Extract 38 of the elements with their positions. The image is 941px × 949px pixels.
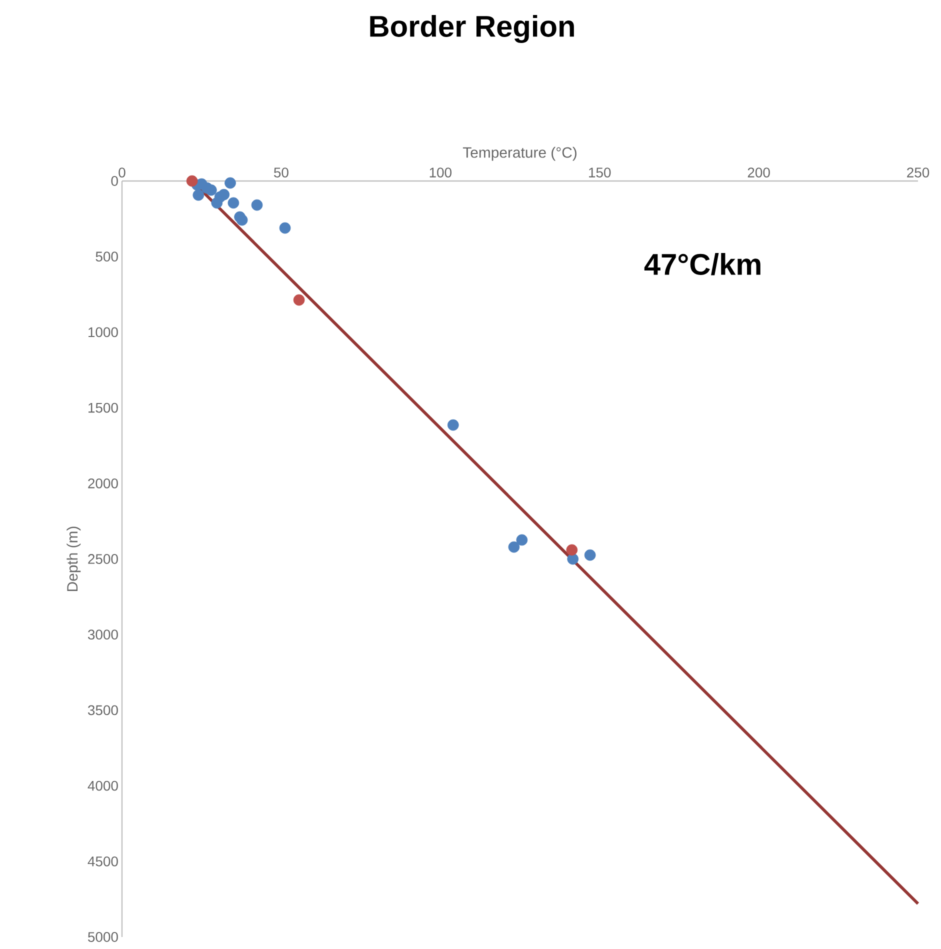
y-tick-label: 4500 bbox=[88, 856, 118, 866]
point bbox=[236, 214, 248, 226]
point bbox=[293, 294, 305, 306]
y-tick-label: 1500 bbox=[88, 402, 118, 413]
chart-title: Border Region bbox=[370, 14, 574, 43]
point bbox=[508, 541, 520, 553]
y-tick-label: 2500 bbox=[88, 554, 118, 564]
point bbox=[186, 175, 198, 187]
y-tick-label: 4000 bbox=[88, 780, 118, 791]
y-axis-title: Depth (m) bbox=[66, 526, 81, 591]
point bbox=[192, 189, 204, 201]
y-tick-label: 1000 bbox=[88, 327, 118, 338]
x-tick-label: 200 bbox=[748, 168, 770, 178]
point bbox=[516, 534, 528, 546]
x-axis-title: Temperature (°C) bbox=[462, 146, 576, 161]
point bbox=[218, 188, 230, 200]
point bbox=[228, 197, 240, 209]
y-tick-label: 5000 bbox=[88, 932, 118, 942]
x-tick-label: 50 bbox=[274, 168, 288, 178]
y-tick-label: 3500 bbox=[88, 705, 118, 716]
y-tick-label: 0 bbox=[111, 176, 118, 186]
point bbox=[447, 419, 459, 431]
x-tick-label: 100 bbox=[430, 168, 452, 178]
x-tick-label: 0 bbox=[118, 168, 126, 178]
point bbox=[584, 549, 596, 561]
point bbox=[205, 184, 217, 196]
point bbox=[224, 177, 236, 189]
point bbox=[211, 197, 223, 209]
y-tick-label: 3000 bbox=[88, 630, 118, 640]
point bbox=[566, 544, 578, 556]
y-tick-label: 2000 bbox=[88, 478, 118, 488]
x-tick-label: 150 bbox=[589, 168, 611, 178]
point bbox=[279, 222, 291, 234]
point bbox=[251, 199, 263, 211]
point bbox=[567, 553, 579, 565]
annotation: 47°C/km bbox=[644, 253, 760, 276]
y-tick-label: 500 bbox=[96, 252, 118, 262]
x-tick-label: 250 bbox=[907, 168, 930, 178]
